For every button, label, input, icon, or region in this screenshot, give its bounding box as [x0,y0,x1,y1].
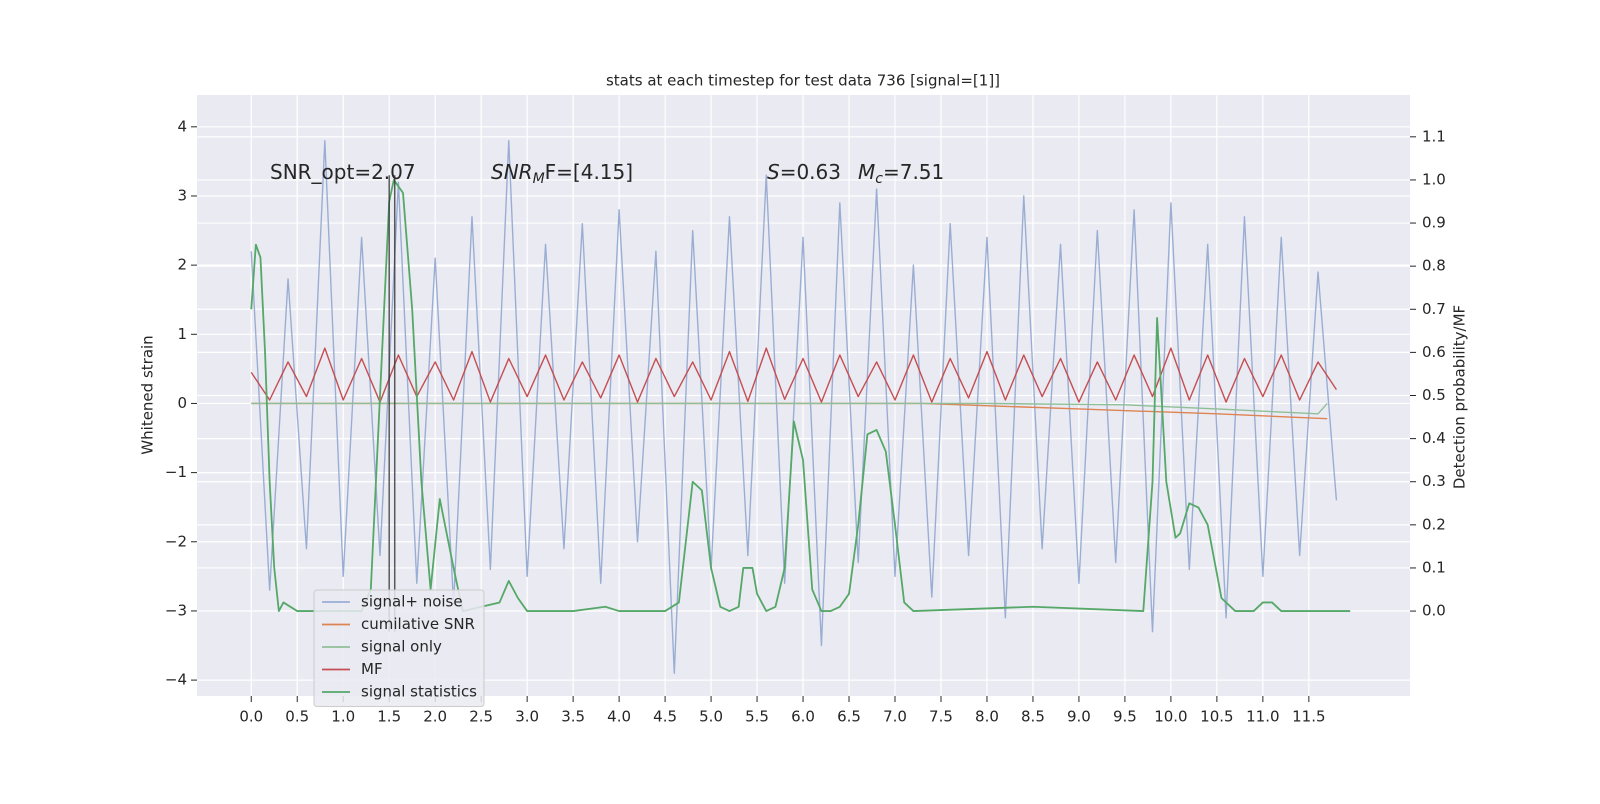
y-tick-label: 4 [177,117,187,135]
x-tick-label: 8.5 [1021,708,1045,726]
x-tick-label: 0.5 [285,708,309,726]
legend-label: cumilative SNR [361,615,475,633]
y-tick-label: −2 [165,532,187,550]
x-tick-label: 1.5 [377,708,401,726]
y2-tick-label: 0.4 [1422,429,1446,447]
y2-tick-label: 0.1 [1422,558,1446,576]
x-tick-label: 11.5 [1292,708,1325,726]
annotation-part: =0.63 [780,160,841,184]
annotation-part: =7.51 [883,160,944,184]
x-tick-label: 9.0 [1067,708,1091,726]
y-tick-label: 0 [177,394,187,412]
x-tick-label: 9.5 [1113,708,1137,726]
x-tick-label: 10.5 [1200,708,1233,726]
y-tick-label: −3 [165,601,187,619]
legend-box [313,589,485,707]
legend-label: signal statistics [361,683,477,701]
annotation: S=0.63 [767,160,841,184]
annotation-sub: c [875,171,883,187]
x-tick-label: 8.0 [975,708,999,726]
annotation-part: SNR [491,160,533,184]
legend-label: MF [361,660,383,678]
y-tick-label: 2 [177,256,187,274]
x-tick-label: 1.0 [331,708,355,726]
x-tick-label: 11.0 [1246,708,1279,726]
x-tick-label: 2.5 [469,708,493,726]
annotation-part: SNR_opt=2.07 [270,160,416,184]
x-tick-label: 0.0 [239,708,263,726]
y-tick-label: −4 [165,671,187,689]
x-tick-label: 5.0 [699,708,723,726]
x-tick-label: 4.0 [607,708,631,726]
chart-title: stats at each timestep for test data 736… [606,72,1000,90]
y-axis-label: Whitened strain [139,335,157,454]
y2-tick-label: 0.9 [1422,214,1446,232]
series-line [251,402,1328,415]
x-tick-label: 6.5 [837,708,861,726]
x-tick-label: 10.0 [1154,708,1187,726]
annotation-sub: M [533,171,545,187]
y2-tick-label: 0.2 [1422,515,1446,533]
annotation: Mc=7.51 [858,160,944,188]
annotation: SNR_opt=2.07 [270,160,416,184]
y2-tick-label: 0.0 [1422,602,1446,620]
y2-tick-label: 0.5 [1422,386,1446,404]
series-line [250,139,1338,674]
x-tick-label: 6.0 [791,708,815,726]
y2-tick-label: 0.7 [1422,300,1446,318]
annotation-part: F=[4.15] [545,160,633,184]
y2-tick-label: 0.3 [1422,472,1446,490]
legend-label: signal+ noise [361,593,463,611]
annotation: SNRMF=[4.15] [491,160,633,188]
y2-tick-label: 1.1 [1422,127,1446,145]
x-tick-label: 4.5 [653,708,677,726]
annotation-part: S [767,160,780,184]
x-tick-label: 2.0 [423,708,447,726]
x-tick-label: 3.5 [561,708,585,726]
y-tick-label: 3 [177,186,187,204]
y2-axis-label: Detection probability/MF [1451,305,1469,489]
x-tick-label: 5.5 [745,708,769,726]
y-tick-label: −1 [165,463,187,481]
y-tick-label: 1 [177,325,187,343]
x-tick-label: 7.0 [883,708,907,726]
y2-tick-label: 0.6 [1422,343,1446,361]
y2-tick-label: 1.0 [1422,170,1446,188]
y2-tick-label: 0.8 [1422,257,1446,275]
annotation-part: M [858,160,875,184]
x-tick-label: 3.0 [515,708,539,726]
x-tick-label: 7.5 [929,708,953,726]
legend-label: signal only [361,638,442,656]
